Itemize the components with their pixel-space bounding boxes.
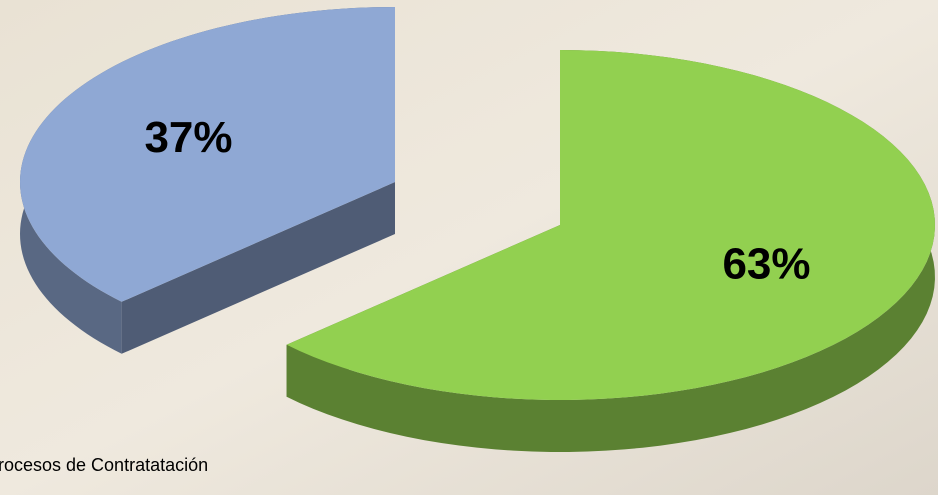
- pie: 37% 63%: [20, 7, 935, 452]
- slice: [20, 7, 396, 302]
- slice-side: [286, 50, 935, 452]
- data-label: 37%: [144, 113, 232, 162]
- slice: [20, 7, 396, 354]
- legend-entry: rocesos de Contratatación: [0, 455, 208, 475]
- slice: [286, 50, 935, 400]
- slice-side: [121, 182, 395, 354]
- slice: [286, 50, 935, 452]
- data-label: 63%: [722, 239, 810, 288]
